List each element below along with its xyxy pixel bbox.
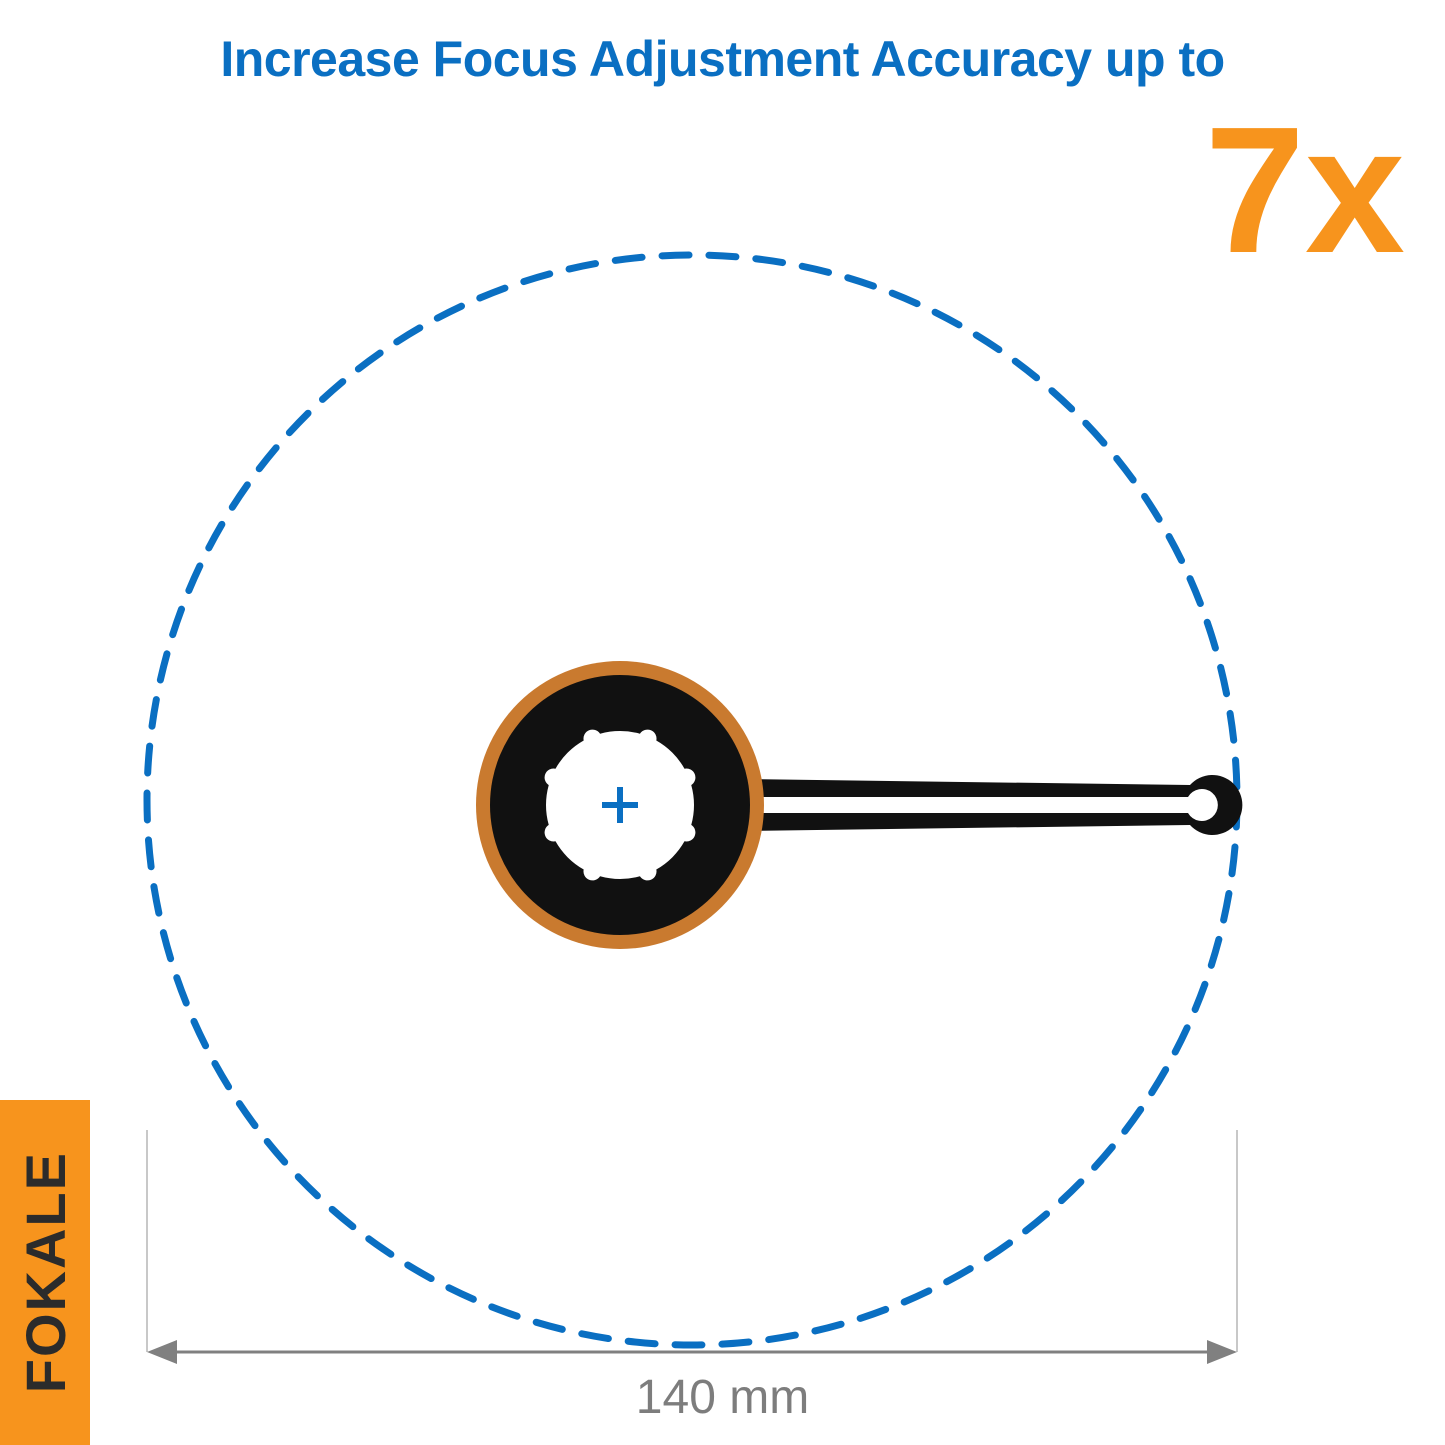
dim-arrow-left: [147, 1340, 177, 1364]
dimension-label: 140 mm: [0, 1370, 1445, 1425]
infographic-canvas: Increase Focus Adjustment Accuracy up to…: [0, 0, 1445, 1445]
brand-text: FOKALE: [13, 1151, 78, 1393]
dim-arrow-right: [1207, 1340, 1237, 1364]
tool-group: [476, 661, 1242, 949]
diagram-svg: [0, 0, 1445, 1445]
brand-tab: FOKALE: [0, 1100, 90, 1445]
tool-handle: [740, 775, 1242, 835]
